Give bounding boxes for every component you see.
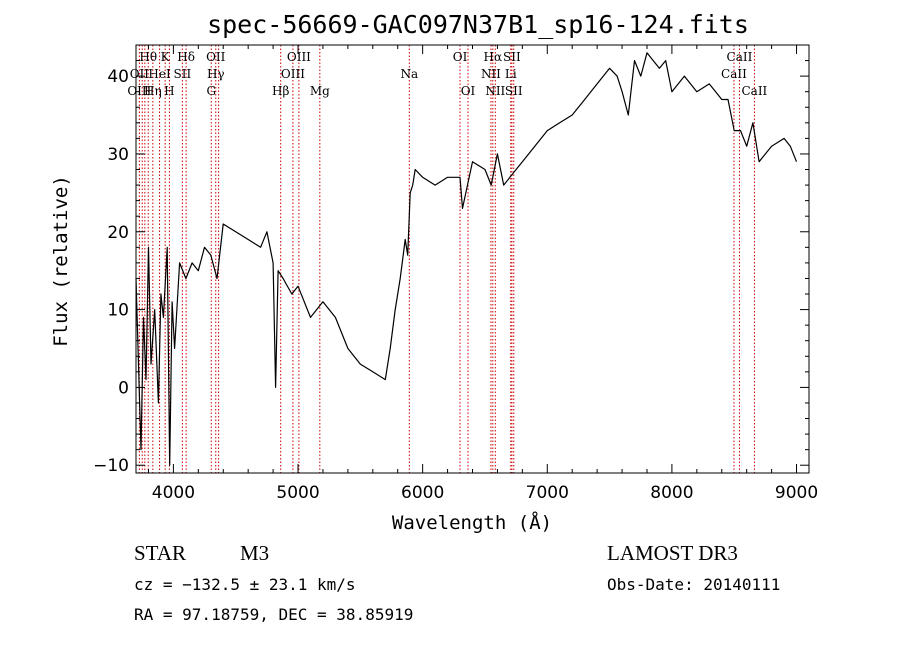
x-tick-label: 8000 [650,483,693,503]
spectrum-line [135,52,798,466]
x-tick-label: 6000 [401,483,444,503]
line-label: Hβ [272,84,289,98]
line-label: NII [481,67,501,81]
spectrum-series [135,52,798,466]
emission-line-markers [138,45,755,473]
line-label: CaII [721,67,747,81]
y-axis-ticks: −10 0 10 20 30 40 [93,44,809,476]
line-label: OII [130,67,150,81]
redshift-text: cz = −132.5 ± 23.1 km/s [134,575,356,594]
line-label: OI [453,50,468,64]
object-subclass: M3 [240,541,269,565]
line-label: OI [461,84,476,98]
plot-frame [135,44,810,474]
object-class: STAR [134,541,186,565]
x-tick-label: 7000 [526,483,569,503]
y-tick-label: 0 [118,378,129,398]
line-label: SII [503,50,521,64]
y-tick-label: 40 [107,67,129,87]
x-tick-label: 9000 [775,483,818,503]
line-label: Hγ [207,67,225,81]
survey-name: LAMOST DR3 [607,541,738,565]
coordinates: RA = 97.18759, DEC = 38.85919 [134,605,413,624]
y-tick-label: 20 [107,223,129,243]
line-label: OIII [281,67,305,81]
line-label: OII [206,50,226,64]
y-tick-label: 10 [107,301,129,321]
line-label: G [206,84,216,98]
y-tick-label: −10 [93,456,129,476]
obs-date: Obs-Date: 20140111 [607,575,780,594]
line-label: Hδ [177,50,195,64]
line-label: NII [485,84,505,98]
line-label: Mg [310,84,330,98]
y-tick-label: 30 [107,145,129,165]
y-axis-title: Flux (relative) [50,175,72,347]
line-label: SII [174,67,192,81]
line-label: Hα [484,50,503,64]
x-axis-title: Wavelength (Å) [392,511,552,534]
chart-title: spec-56669-GAC097N37B1_sp16-124.fits [207,10,749,39]
line-label: OIII [287,50,311,64]
line-label: OIII [127,84,151,98]
line-label: H [164,84,174,98]
line-label: HeI [148,67,171,81]
x-tick-label: 4000 [152,483,195,503]
x-tick-label: 5000 [276,483,319,503]
line-label: SII [505,84,523,98]
line-label: Hθ [139,50,157,64]
line-label: Hη [144,84,162,98]
line-label: CaII [741,84,767,98]
x-axis-ticks: 4000 5000 6000 7000 8000 9000 [147,45,818,503]
line-label: K [161,50,171,64]
line-label: CaII [727,50,753,64]
line-label: Li [505,67,517,81]
line-label: Na [400,67,418,81]
